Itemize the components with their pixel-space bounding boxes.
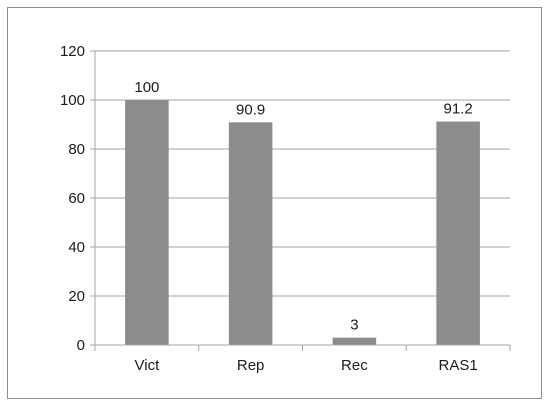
bar-vict [125, 100, 169, 345]
y-tick-label: 100 [60, 92, 85, 109]
data-label-rec: 3 [350, 317, 358, 334]
labels: 0 20 40 60 80 100 120 100 Vict 90.9 Rep 3 Rec 91.2 RAS… [60, 43, 478, 374]
axes [90, 50, 511, 351]
bar-rep [228, 122, 273, 345]
y-tick-label: 0 [77, 337, 85, 354]
x-category-label: Rec [341, 357, 368, 374]
bars [125, 100, 480, 345]
y-tick-label: 60 [68, 190, 85, 207]
data-label-rep: 90.9 [236, 101, 265, 118]
bar-ras1 [436, 121, 480, 345]
x-category-label: Rep [237, 357, 265, 374]
data-label-ras1: 91.2 [444, 101, 473, 118]
y-tick-label: 40 [68, 239, 85, 256]
y-tick-label: 20 [68, 288, 85, 305]
data-label-vict: 100 [134, 79, 159, 96]
x-category-label: RAS1 [439, 357, 478, 374]
y-tick-label: 80 [68, 141, 85, 158]
bar-rec [332, 337, 377, 345]
x-category-label: Vict [135, 357, 161, 374]
y-tick-label: 120 [60, 43, 85, 60]
